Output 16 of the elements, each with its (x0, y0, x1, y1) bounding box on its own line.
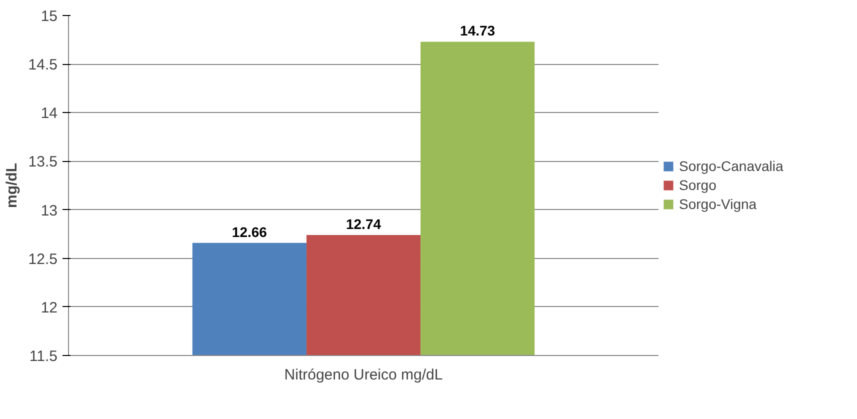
data-label: 12.74 (346, 216, 382, 232)
y-tick-label: 11.5 (29, 348, 58, 365)
y-tick-label: 13.5 (28, 154, 58, 171)
legend-label: Sorgo (679, 177, 716, 193)
y-tick-label: 13 (40, 202, 58, 220)
legend-label: Sorgo-Canavalia (679, 158, 784, 174)
y-tick-label: 12.5 (28, 250, 58, 268)
y-tick-label: 14 (40, 105, 58, 122)
y-tick-label: 14.5 (28, 56, 58, 74)
x-tick-label: Nitrógeno Ureico mg/dL (284, 366, 443, 384)
y-tick-label: 12 (40, 299, 58, 316)
data-label: 12.66 (232, 224, 268, 240)
data-label: 14.73 (460, 22, 496, 39)
y-axis-title: mg/dL (3, 162, 20, 208)
y-tick-label: 15 (40, 8, 58, 25)
legend-label: Sorgo-Vigna (679, 196, 757, 212)
